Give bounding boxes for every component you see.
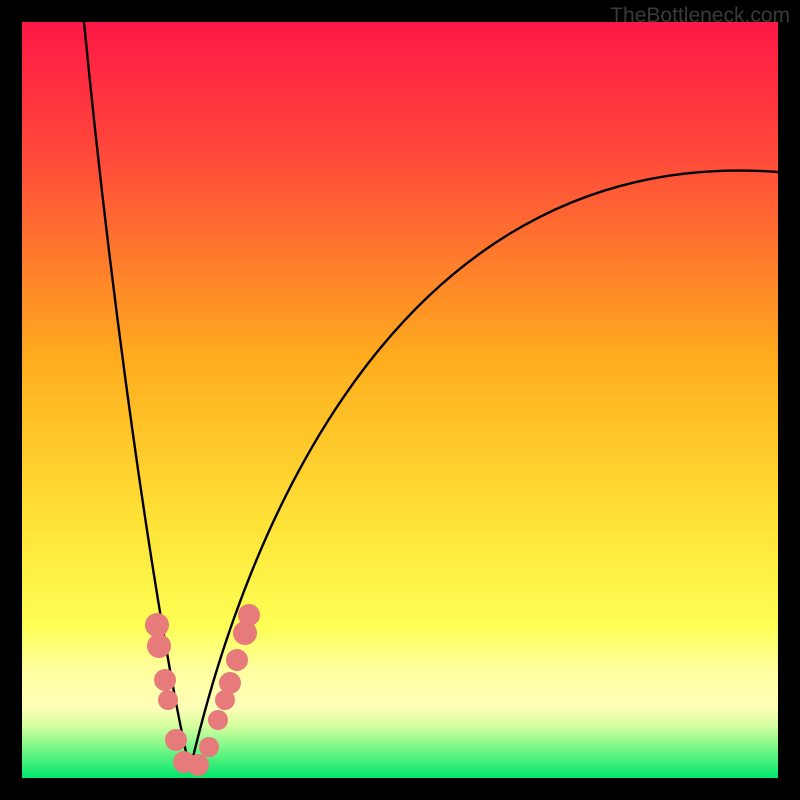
data-marker	[147, 634, 171, 658]
data-marker	[219, 672, 241, 694]
data-marker	[199, 737, 219, 757]
data-marker	[226, 649, 248, 671]
data-marker	[165, 729, 187, 751]
data-marker	[187, 754, 209, 776]
data-marker	[208, 710, 228, 730]
data-marker	[238, 604, 260, 626]
watermark-text: TheBottleneck.com	[610, 4, 790, 28]
data-marker	[158, 690, 178, 710]
gradient-background	[22, 22, 778, 778]
data-marker	[145, 613, 169, 637]
bottleneck-chart-svg	[0, 0, 800, 800]
data-marker	[154, 669, 176, 691]
chart-container: TheBottleneck.com	[0, 0, 800, 800]
